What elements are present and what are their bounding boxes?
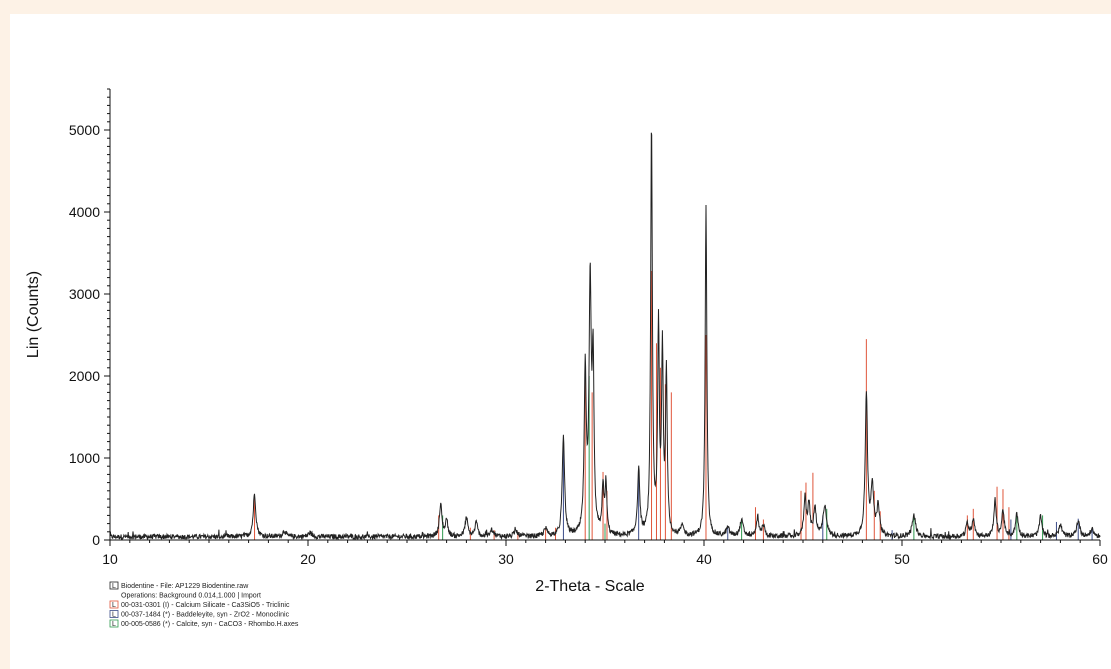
reference-sticks-layer bbox=[254, 271, 1093, 540]
legend-swatch-icon bbox=[109, 619, 119, 628]
legend-entry: 00-037-1484 (*) - Baddeleyite, syn - ZrO… bbox=[121, 612, 290, 619]
x-tick-label: 60 bbox=[1092, 551, 1108, 567]
legend-entry: Biodentine - File: AP1229 Biodentine.raw bbox=[121, 583, 249, 590]
xrd-chart: 0 1000 2000 3000 4000 5000 10 20 30 40 50 60 Lin (C… bbox=[25, 88, 1108, 628]
y-tick-label: 1000 bbox=[69, 450, 100, 466]
legend-swatch-icon bbox=[109, 581, 119, 590]
x-tick-label: 40 bbox=[696, 551, 712, 567]
x-tick-label: 50 bbox=[894, 551, 910, 567]
legend-entry: 00-031-0301 (I) - Calcium Silicate - Ca3… bbox=[121, 602, 290, 609]
y-tick-label: 3000 bbox=[69, 286, 100, 302]
y-tick-label: 4000 bbox=[69, 204, 100, 220]
legend-entry: 00-005-0586 (*) - Calcite, syn - CaCO3 -… bbox=[121, 621, 299, 628]
legend-swatch-icon bbox=[109, 600, 119, 609]
x-tick-label: 20 bbox=[300, 551, 316, 567]
ticks-layer: 0 1000 2000 3000 4000 5000 10 20 30 40 50 60 bbox=[69, 88, 1108, 567]
legend-swatch-label: L bbox=[112, 612, 116, 619]
y-tick-label: 0 bbox=[92, 532, 100, 548]
legend-swatch-label: L bbox=[112, 621, 116, 628]
legend-swatch-label: L bbox=[112, 602, 116, 609]
y-tick-label: 5000 bbox=[69, 122, 100, 138]
legend-swatch-label: L bbox=[112, 583, 116, 590]
diffraction-pattern-line bbox=[109, 132, 1101, 541]
legend-swatch-icon bbox=[109, 610, 119, 618]
y-tick-label: 2000 bbox=[69, 368, 100, 384]
y-axis-title: Lin (Counts) bbox=[25, 271, 42, 358]
axes-layer bbox=[109, 89, 1100, 541]
legend-entry: Operations: Background 0.014,1.000 | Imp… bbox=[121, 593, 261, 600]
x-tick-label: 30 bbox=[498, 551, 514, 567]
chart-frame: 0 1000 2000 3000 4000 5000 10 20 30 40 50 60 Lin (C… bbox=[10, 14, 1111, 669]
legend: L Biodentine - File: AP1229 Biodentine.ra… bbox=[109, 581, 299, 628]
x-axis-title: 2-Theta - Scale bbox=[535, 578, 644, 595]
x-tick-label: 10 bbox=[102, 551, 118, 567]
